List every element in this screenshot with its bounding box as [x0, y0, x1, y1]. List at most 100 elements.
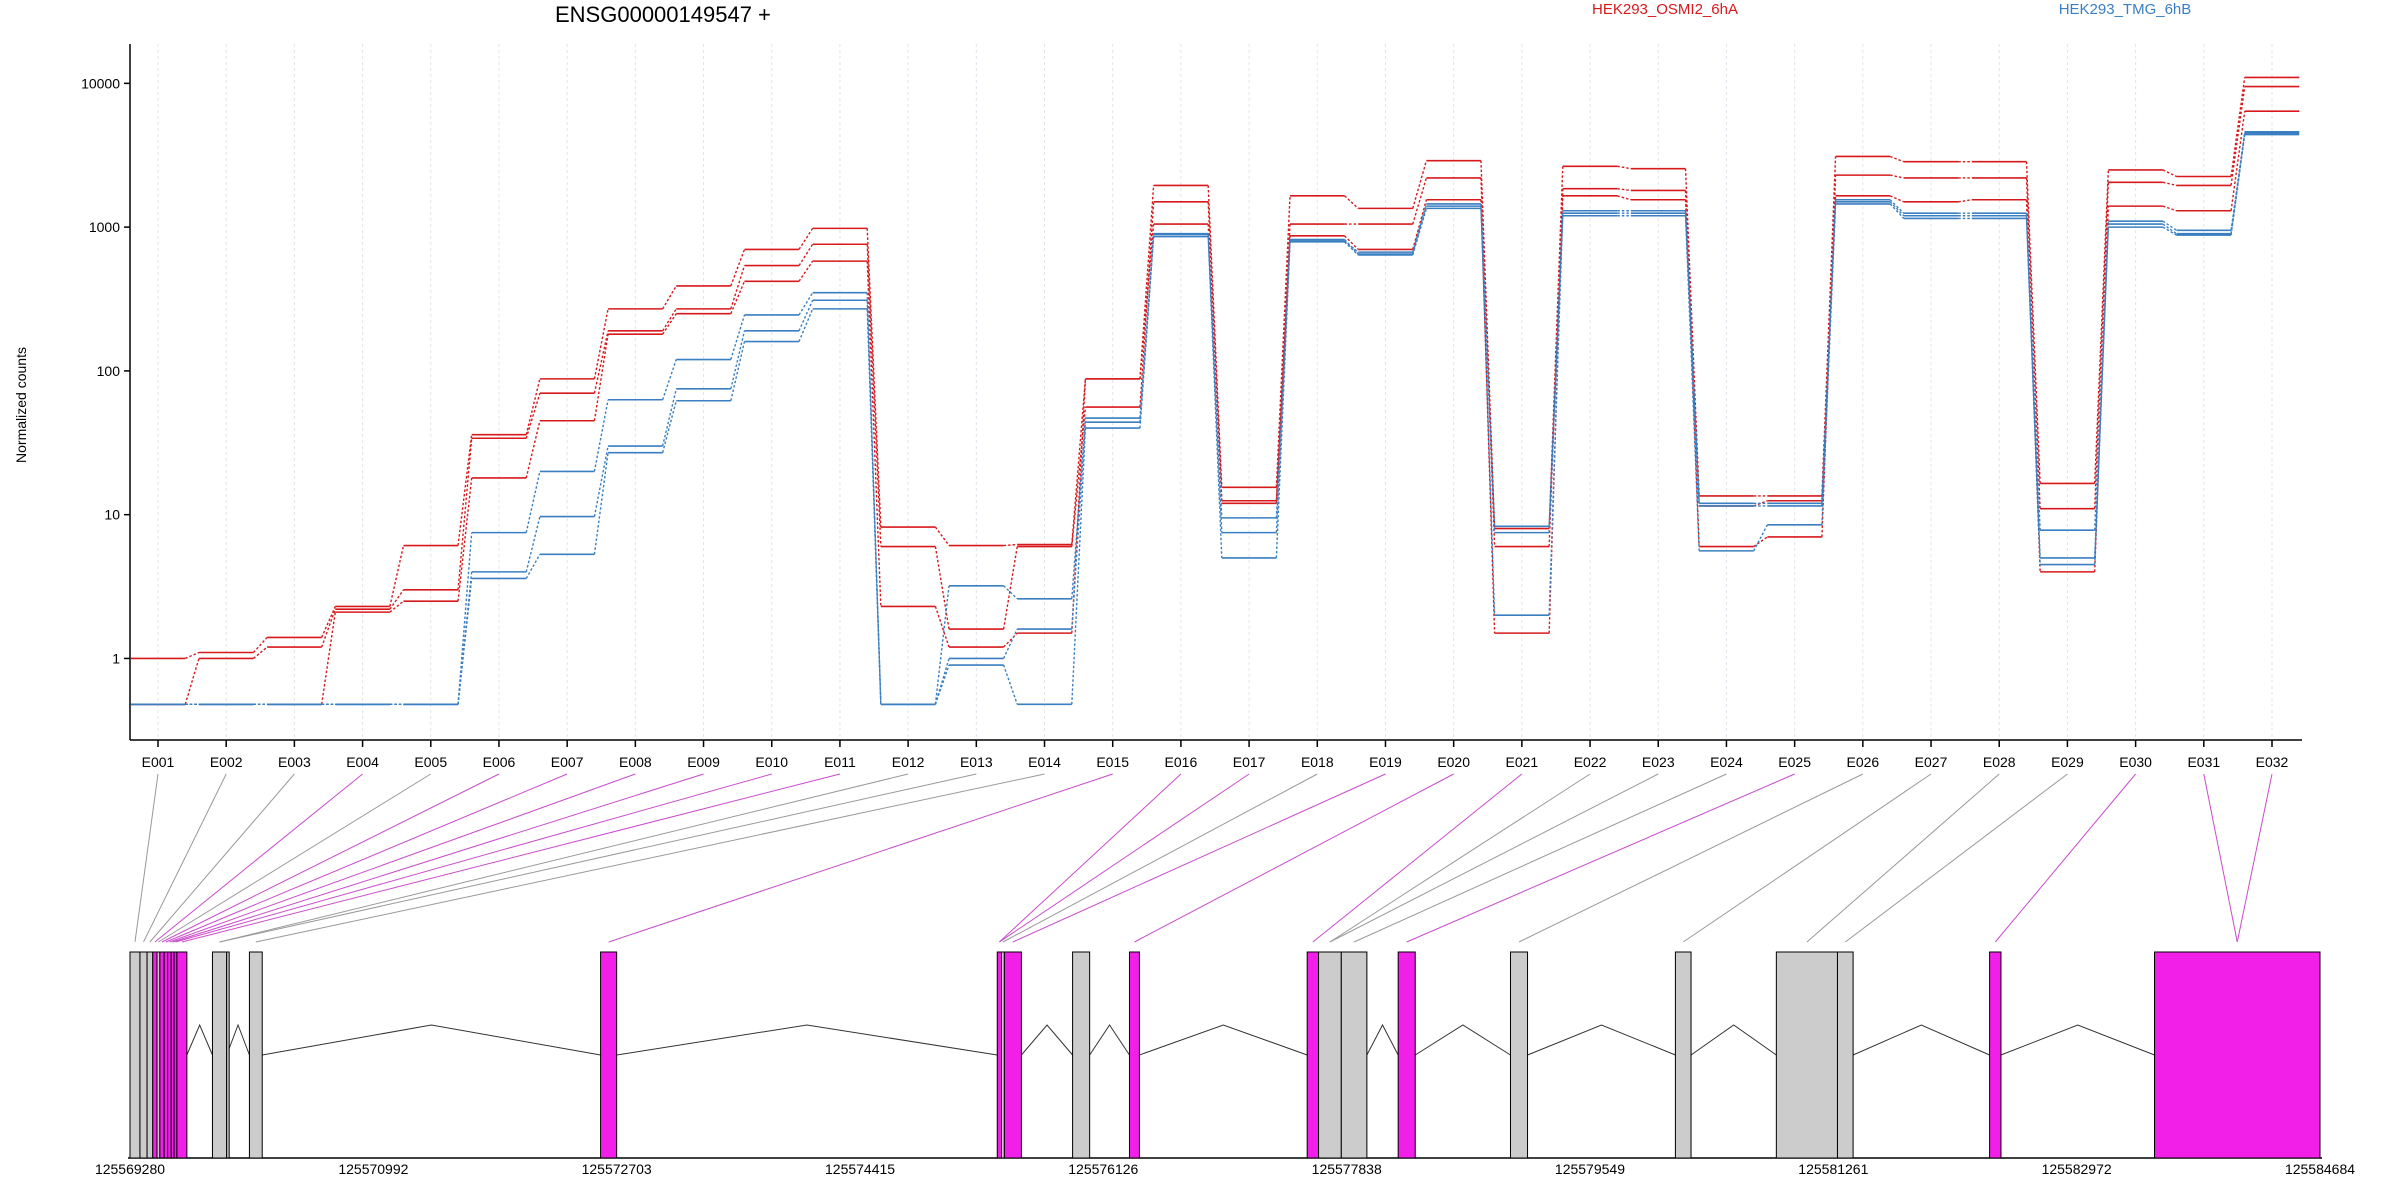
x-tick-label: E006 [483, 754, 516, 770]
x-tick-label: E030 [2119, 754, 2152, 770]
series-segment [1344, 240, 1359, 253]
exon-connector [1844, 773, 2068, 943]
coordinate-label: 125577838 [1312, 1161, 1382, 1177]
series-segment [730, 314, 746, 360]
series-segment [662, 285, 677, 310]
series-segment [1684, 210, 1700, 504]
exon-box [167, 951, 172, 1159]
series-segment [2025, 218, 2041, 565]
series-segment [1480, 206, 1496, 616]
series-segment [1002, 628, 1018, 659]
legend-item: HEK293_OSMI2_6hA [1592, 1, 1738, 18]
x-tick-label: E013 [960, 754, 993, 770]
exon-connector [1312, 773, 1523, 943]
exon-connector [1134, 773, 1454, 943]
series-segment [662, 313, 677, 335]
x-tick-label: E024 [1710, 754, 1743, 770]
chart-title: ENSG00000149547 + [555, 2, 771, 27]
series-segment [1617, 188, 1632, 192]
series-layer [130, 76, 2300, 706]
intron [1021, 1024, 1073, 1056]
series-segment [1617, 195, 1632, 201]
exon-box [152, 951, 158, 1159]
series-segment [1958, 199, 1973, 203]
x-tick-label: E031 [2187, 754, 2220, 770]
series-segment [1412, 203, 1428, 253]
series-segment [2162, 181, 2177, 187]
x-tick-label: E018 [1301, 754, 1334, 770]
intron [186, 1023, 213, 1056]
series-segment [1821, 203, 1837, 525]
exon-connector [175, 773, 772, 943]
series-segment [457, 438, 473, 590]
series-segment [730, 249, 746, 287]
series-segment [1412, 208, 1428, 256]
series-segment [1071, 428, 1087, 705]
series-segment [184, 658, 200, 705]
series-segment [730, 281, 746, 314]
exon-connector [161, 773, 500, 943]
intron [1139, 1024, 1308, 1056]
series-segment [1275, 195, 1291, 488]
series-segment [866, 228, 882, 528]
x-tick-label: E004 [346, 754, 379, 770]
series-segment [1889, 201, 1905, 217]
exon-connector [999, 773, 1182, 943]
exon-box [1072, 951, 1091, 1159]
series-segment [866, 244, 882, 547]
x-tick-label: E025 [1778, 754, 1811, 770]
exon-connector [1806, 773, 2000, 943]
exon-connector [2236, 773, 2273, 943]
series-segment [798, 243, 814, 266]
x-tick-label: E011 [824, 754, 856, 770]
series-segment [593, 445, 609, 517]
x-tick-label: E032 [2256, 754, 2289, 770]
series-segment [1003, 632, 1018, 648]
axes: 1 10 100 1000 10000 E001 E002 E003 E004 E005 E006 E… [81, 44, 2302, 770]
exon-connector [219, 773, 977, 943]
series-segment [2025, 213, 2041, 531]
series-segment [593, 308, 609, 380]
series-segment [184, 651, 200, 660]
exon-box [146, 951, 154, 1159]
series-segment [1889, 203, 1905, 219]
x-tick-label: E016 [1165, 754, 1198, 770]
series-segment [1071, 378, 1087, 545]
series-segment [1344, 195, 1359, 209]
legend: HEK293_OSMI2_6hA HEK293_TMG_6hB [1592, 1, 2191, 18]
series-segment [2162, 220, 2177, 231]
exon-box [1989, 951, 2002, 1159]
intron [1089, 1024, 1130, 1056]
series-segment [1275, 239, 1291, 533]
series-segment [457, 578, 473, 705]
exon-connector [608, 773, 1113, 943]
series-segment [525, 516, 541, 573]
exon-box [1128, 951, 1140, 1159]
series-segment [321, 606, 336, 638]
x-tick-label: E015 [1096, 754, 1129, 770]
exon-box [1306, 951, 1320, 1159]
x-tick-label: E026 [1846, 754, 1879, 770]
series-segment [1684, 168, 1700, 496]
series-segment [1071, 422, 1087, 630]
series-segment [1344, 235, 1359, 250]
series-segment [525, 471, 541, 533]
series-segment [730, 265, 746, 310]
series-segment [2025, 161, 2041, 484]
legend-item: HEK293_TMG_6hB [2059, 1, 2192, 18]
coordinate-label: 125574415 [825, 1161, 895, 1177]
x-tick-label: E023 [1642, 754, 1675, 770]
series-segment [1412, 199, 1428, 250]
series-segment [2162, 223, 2177, 235]
intron [616, 1024, 998, 1056]
exon-box [996, 951, 1003, 1159]
coordinate-label: 125576126 [1068, 1161, 1138, 1177]
series-segment [1071, 378, 1087, 634]
series-segment [1275, 241, 1291, 558]
exon-box [176, 951, 188, 1159]
series-segment [389, 589, 405, 610]
series-segment [457, 532, 473, 705]
series-segment [1002, 546, 1018, 630]
series-segment [1548, 166, 1564, 529]
exon-connector [1682, 773, 1932, 943]
